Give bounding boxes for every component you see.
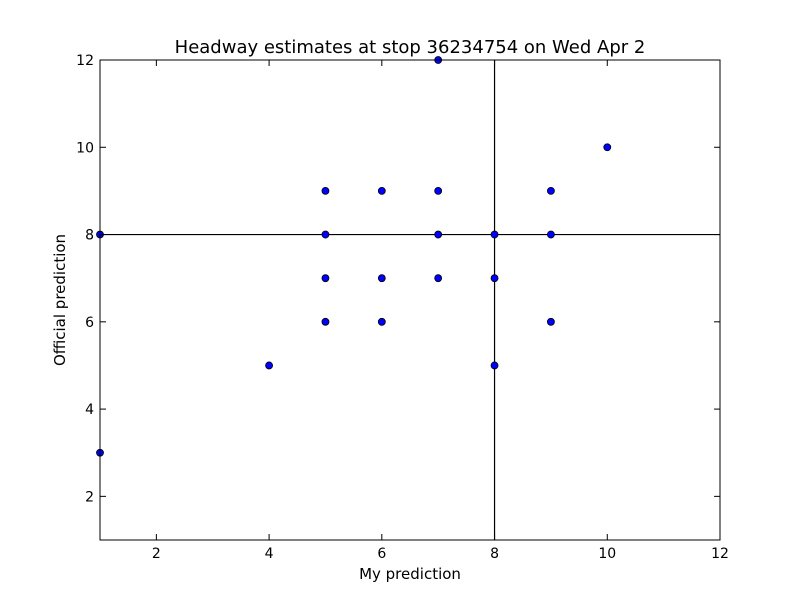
data-point	[603, 143, 612, 152]
x-tick-label: 6	[377, 546, 386, 562]
chart-title: Headway estimates at stop 36234754 on We…	[175, 37, 646, 58]
x-tick-label: 4	[265, 546, 274, 562]
data-point	[434, 274, 443, 283]
x-tick-label: 8	[490, 546, 499, 562]
data-point	[490, 230, 499, 239]
data-point	[265, 361, 273, 370]
x-tick-label: 2	[152, 546, 161, 562]
y-tick-label: 8	[85, 228, 94, 244]
x-tick-label: 12	[711, 546, 729, 562]
y-tick-label: 4	[85, 402, 94, 418]
data-point	[321, 187, 330, 195]
y-tick-label: 6	[85, 315, 94, 331]
data-point	[377, 274, 386, 283]
y-tick-label: 12	[76, 53, 94, 69]
data-point	[434, 230, 443, 239]
data-point	[321, 317, 330, 326]
data-point	[547, 230, 555, 239]
data-point	[547, 187, 555, 195]
x-tick-label: 10	[598, 546, 616, 562]
data-point	[377, 317, 386, 326]
reference-lines	[100, 60, 720, 540]
y-tick-label: 10	[76, 140, 94, 156]
y-tick-label: 2	[85, 489, 94, 505]
data-point	[321, 274, 330, 283]
data-point	[434, 187, 443, 195]
data-point	[490, 361, 499, 370]
data-point	[321, 230, 330, 239]
x-axis-ticks: 2 4 6 8 10 12	[152, 60, 729, 562]
y-axis-label: Official prediction	[51, 234, 69, 366]
data-point	[490, 274, 499, 283]
plot-frame	[99, 59, 721, 541]
data-points	[96, 56, 612, 457]
x-axis-label: My prediction	[359, 565, 461, 583]
data-point	[377, 187, 386, 195]
y-axis-ticks: 2 4 6 8 10 12	[76, 53, 720, 505]
data-point	[547, 317, 555, 326]
